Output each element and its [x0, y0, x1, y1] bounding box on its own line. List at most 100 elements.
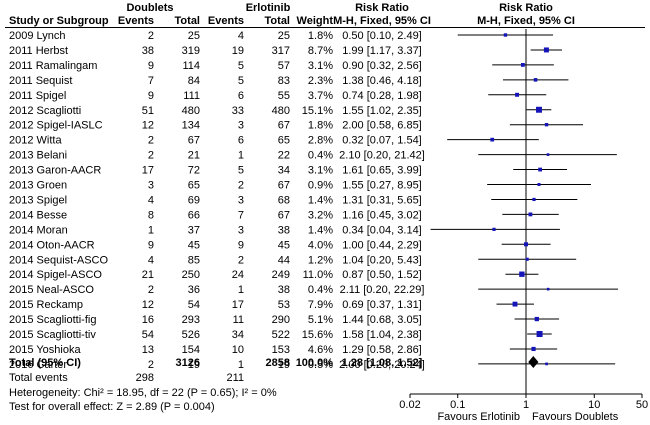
study-total-erlotinib: 67 — [278, 180, 290, 192]
point-estimate — [532, 197, 536, 202]
study-name: 2013 Spigel — [9, 194, 67, 206]
point-estimate — [492, 227, 496, 231]
study-total-doublets: 84 — [188, 75, 200, 87]
header-group2: Erlotinib — [246, 2, 291, 14]
study-total-erlotinib: 480 — [272, 105, 290, 117]
study-rr-ci: 1.44 [0.68, 3.05] — [342, 314, 422, 326]
study-events-doublets: 17 — [142, 165, 154, 177]
study-total-doublets: 111 — [183, 90, 200, 102]
point-estimate — [503, 33, 508, 37]
study-total-doublets: 19 — [188, 359, 200, 371]
study-total-erlotinib: 22 — [278, 150, 290, 162]
study-events-erlotinib: 5 — [238, 60, 244, 72]
study-events-erlotinib: 3 — [238, 120, 244, 132]
study-total-doublets: 54 — [188, 299, 200, 311]
study-total-erlotinib: 25 — [278, 30, 290, 42]
point-estimate — [546, 287, 550, 291]
study-total-doublets: 154 — [182, 344, 200, 356]
study-name: 2009 Lynch — [9, 30, 65, 42]
study-rr-ci: 1.31 [0.31, 5.65] — [342, 194, 422, 206]
study-total-doublets: 66 — [188, 209, 200, 221]
study-weight: 1.4% — [308, 224, 333, 236]
study-total-erlotinib: 19 — [278, 359, 290, 371]
study-total-erlotinib: 45 — [278, 239, 290, 251]
study-total-erlotinib: 55 — [278, 90, 290, 102]
study-rr-ci: 0.90 [0.32, 2.56] — [342, 60, 422, 72]
heterogeneity-text: Heterogeneity: Chi² = 18.95, df = 22 (P … — [9, 387, 277, 399]
study-weight: 0.4% — [308, 150, 333, 162]
point-estimate — [519, 271, 525, 277]
study-total-doublets: 134 — [182, 120, 200, 132]
total-events-erlotinib: 211 — [226, 372, 244, 384]
study-events-erlotinib: 2 — [238, 180, 244, 192]
study-events-doublets: 2 — [148, 284, 154, 296]
study-events-doublets: 4 — [148, 194, 154, 206]
study-weight: 1.8% — [308, 30, 333, 42]
study-rr-ci: 2.11 [0.20, 22.29] — [340, 284, 425, 296]
study-total-erlotinib: 44 — [278, 254, 290, 266]
favours-right-label: Favours Doublets — [532, 411, 619, 423]
total-n-erlotinib: 2858 — [266, 357, 290, 369]
study-total-erlotinib: 522 — [272, 329, 290, 341]
study-events-erlotinib: 5 — [238, 165, 244, 177]
study-events-doublets: 9 — [148, 60, 154, 72]
study-rr-ci: 2.00 [0.58, 6.85] — [342, 120, 422, 132]
study-weight: 8.7% — [308, 45, 333, 57]
point-estimate — [531, 346, 536, 352]
study-events-erlotinib: 24 — [232, 269, 244, 281]
study-total-doublets: 65 — [188, 180, 200, 192]
study-total-doublets: 45 — [188, 239, 200, 251]
study-rr-ci: 1.99 [1.17, 3.37] — [342, 45, 422, 57]
study-total-erlotinib: 34 — [278, 165, 290, 177]
study-name: 2014 Oton-AACR — [9, 239, 95, 251]
study-total-erlotinib: 68 — [278, 194, 290, 206]
study-weight: 3.2% — [308, 209, 333, 221]
study-events-erlotinib: 4 — [238, 30, 244, 42]
study-weight: 2.3% — [308, 75, 333, 87]
point-estimate — [546, 153, 550, 156]
study-rr-ci: 2.00 [0.20, 20.24] — [339, 359, 425, 371]
study-name: 2015 Reckamp — [9, 299, 83, 311]
header-weight: Weight — [297, 15, 334, 27]
study-total-erlotinib: 67 — [278, 120, 290, 132]
study-events-erlotinib: 9 — [238, 239, 244, 251]
x-axis-tick-label: 1 — [523, 399, 529, 411]
overall-effect-text: Test for overall effect: Z = 2.89 (P = 0… — [9, 401, 215, 413]
study-events-doublets: 21 — [142, 269, 154, 281]
study-total-doublets: 250 — [182, 269, 200, 281]
study-events-erlotinib: 17 — [232, 299, 244, 311]
study-name: 2012 Spigel-IASLC — [9, 120, 103, 132]
study-events-doublets: 13 — [142, 344, 154, 356]
total-weight: 100.0% — [296, 357, 334, 369]
point-estimate — [490, 137, 495, 142]
study-weight: 4.6% — [308, 344, 333, 356]
study-events-erlotinib: 5 — [238, 75, 244, 87]
header-rr-title: Risk Ratio — [355, 2, 409, 14]
study-total-erlotinib: 38 — [278, 284, 290, 296]
study-total-erlotinib: 290 — [272, 314, 290, 326]
study-weight: 2.8% — [308, 135, 333, 147]
point-estimate — [520, 63, 525, 67]
study-events-doublets: 16 — [142, 314, 154, 326]
study-name: 2012 Scagliotti — [9, 105, 81, 117]
study-weight: 1.4% — [308, 194, 333, 206]
study-weight: 15.1% — [302, 105, 333, 117]
study-total-erlotinib: 38 — [278, 224, 290, 236]
study-name: 2014 Besse — [9, 209, 67, 221]
study-weight: 0.5% — [308, 359, 333, 371]
study-name: 2016 Carter — [9, 359, 67, 371]
study-rr-ci: 0.87 [0.50, 1.52] — [342, 269, 422, 281]
study-total-doublets: 37 — [188, 224, 200, 236]
study-events-erlotinib: 6 — [238, 90, 244, 102]
header-total-2: Total — [265, 15, 290, 27]
study-events-doublets: 38 — [142, 45, 154, 57]
point-estimate — [525, 257, 529, 261]
point-estimate — [523, 242, 529, 247]
study-rr-ci: 0.32 [0.07, 1.54] — [342, 135, 422, 147]
study-name: 2013 Belani — [9, 150, 67, 162]
study-name: 2011 Ramalingam — [9, 60, 97, 72]
study-total-doublets: 480 — [182, 105, 200, 117]
study-events-doublets: 3 — [148, 180, 154, 192]
study-events-erlotinib: 1 — [238, 284, 244, 296]
study-total-doublets: 85 — [188, 254, 200, 266]
